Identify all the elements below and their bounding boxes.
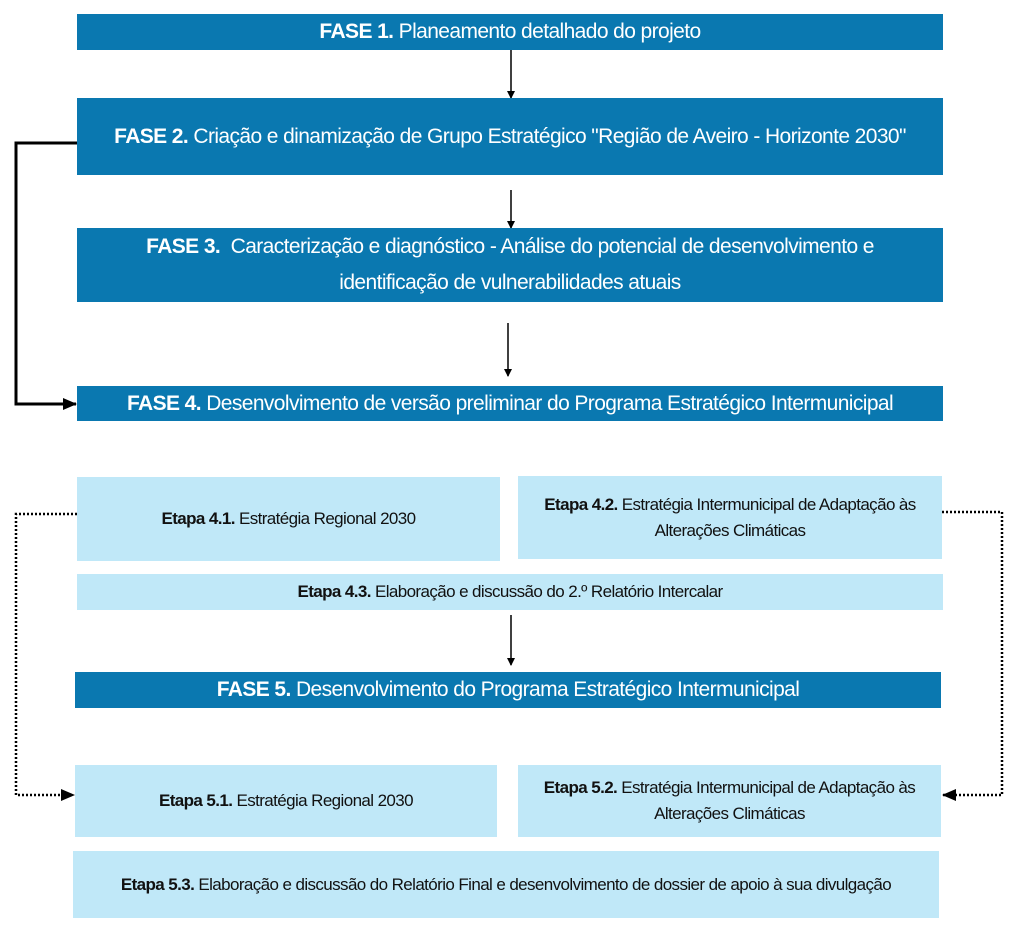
step-text: Estratégia Intermunicipal de Adaptação à… [621, 494, 916, 540]
step-text: Estratégia Regional 2030 [238, 509, 416, 528]
step-label: Etapa 5.1. [158, 791, 233, 810]
dotted-arrow-e42-e52 [942, 510, 1004, 801]
step-label: Etapa 4.1. [161, 509, 235, 528]
step-text: Elaboração e discussão do Relatório Fina… [198, 874, 892, 894]
step-label: Etapa 5.3. [120, 874, 195, 894]
step-4-2: Etapa 4.2. Estratégia Intermunicipal de … [518, 476, 942, 559]
step-text: Estratégia Regional 2030 [236, 791, 413, 810]
arrow-f2-f4 [14, 141, 77, 410]
phase-5: FASE 5. Desenvolvimento do Programa Estr… [75, 672, 941, 708]
step-5-3: Etapa 5.3. Elaboração e discussão do Rel… [73, 851, 939, 918]
phase-label: FASE 3. [146, 235, 221, 258]
step-label: Etapa 4.2. [544, 494, 618, 514]
phase-label: FASE 2. [114, 124, 189, 148]
phase-text: Criação e dinamização de Grupo Estratégi… [193, 124, 906, 148]
step-text: Elaboração e discussão do 2.º Relatório … [374, 582, 723, 601]
step-5-1: Etapa 5.1. Estratégia Regional 2030 [75, 765, 497, 837]
phase-3: FASE 3. Caracterização e diagnóstico - A… [77, 228, 943, 302]
step-5-2: Etapa 5.2. Estratégia Intermunicipal de … [518, 765, 941, 837]
phase-text: Desenvolvimento do Programa Estratégico … [295, 678, 800, 701]
phase-label: FASE 4. [126, 391, 202, 415]
phase-4: FASE 4. Desenvolvimento de versão prelim… [77, 386, 943, 421]
phase-text: Desenvolvimento de versão preliminar do … [206, 391, 894, 415]
step-label: Etapa 4.3. [297, 582, 371, 601]
step-4-3: Etapa 4.3. Elaboração e discussão do 2.º… [77, 574, 943, 610]
phase-1: FASE 1. Planeamento detalhado do projeto [77, 14, 943, 50]
step-label: Etapa 5.2. [543, 778, 618, 797]
phase-text: Planeamento detalhado do projeto [398, 20, 701, 43]
phase-2: FASE 2. Criação e dinamização de Grupo E… [77, 98, 943, 175]
dotted-arrow-e41-e51 [14, 512, 77, 801]
phase-label: FASE 1. [319, 20, 394, 43]
phase-label: FASE 5. [216, 678, 292, 701]
step-4-1: Etapa 4.1. Estratégia Regional 2030 [77, 477, 500, 561]
step-text: Estratégia Intermunicipal de Adaptação à… [621, 778, 916, 823]
phase-text: Caracterização e diagnóstico - Análise d… [230, 235, 875, 294]
